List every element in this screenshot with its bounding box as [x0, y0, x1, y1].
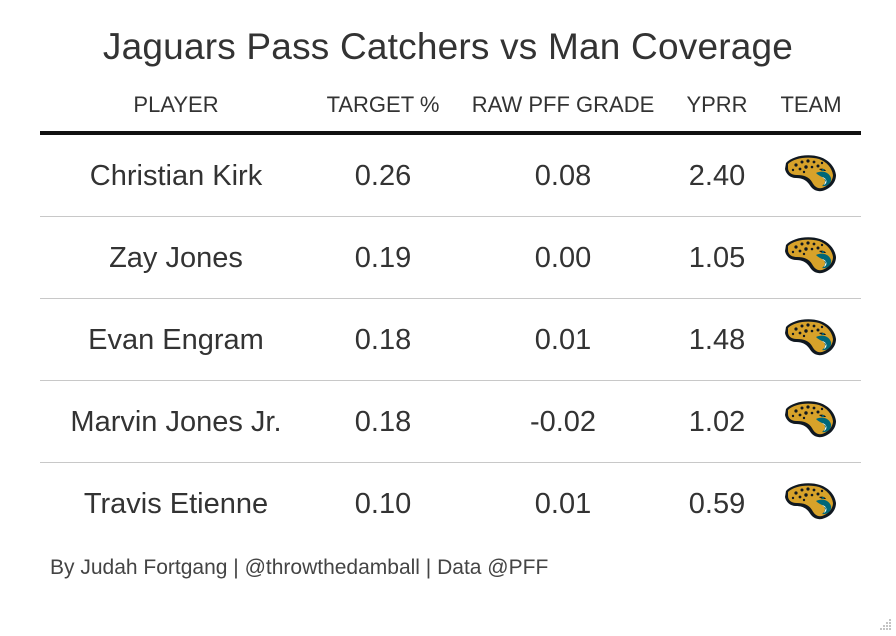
cell-yprr: 2.40 — [688, 160, 746, 192]
column-header-raw-pff-grade: RAW PFF GRADE — [471, 92, 655, 117]
row-divider — [40, 298, 861, 299]
jaguars-logo-icon — [782, 399, 838, 439]
cell-yprr: 0.59 — [688, 488, 746, 520]
row-divider — [40, 380, 861, 381]
cell-raw-pff-grade: 0.01 — [534, 324, 592, 356]
cell-raw-pff-grade: -0.02 — [529, 406, 597, 438]
cell-player: Zay Jones — [109, 242, 243, 274]
cell-yprr: 1.05 — [688, 242, 746, 274]
table-row: Christian Kirk 0.26 0.08 2.40 — [40, 135, 861, 217]
row-divider — [40, 216, 861, 217]
cell-target-pct: 0.19 — [354, 242, 412, 274]
cell-raw-pff-grade: 0.08 — [534, 160, 592, 192]
column-header-target-pct: TARGET % — [326, 92, 440, 117]
cell-target-pct: 0.18 — [354, 324, 412, 356]
cell-target-pct: 0.10 — [354, 488, 412, 520]
cell-target-pct: 0.18 — [354, 406, 412, 438]
cell-player: Evan Engram — [88, 324, 264, 356]
table-row: Marvin Jones Jr. 0.18 -0.02 1.02 — [40, 381, 861, 463]
column-header-yprr: YPRR — [686, 92, 748, 117]
jaguars-logo-icon — [782, 153, 838, 193]
jaguars-logo-icon — [782, 481, 838, 521]
table-row: Evan Engram 0.18 0.01 1.48 — [40, 299, 861, 381]
cell-raw-pff-grade: 0.01 — [534, 488, 592, 520]
column-header-player: PLAYER — [133, 92, 219, 117]
cell-target-pct: 0.26 — [354, 160, 412, 192]
cell-yprr: 1.02 — [688, 406, 746, 438]
column-header-team: TEAM — [780, 92, 842, 117]
cell-yprr: 1.48 — [688, 324, 746, 356]
resize-grip-icon — [880, 619, 891, 630]
row-divider — [40, 462, 861, 463]
jaguars-logo-icon — [782, 317, 838, 357]
table-row: Travis Etienne 0.10 0.01 0.59 — [40, 463, 861, 545]
cell-player: Marvin Jones Jr. — [70, 406, 282, 438]
table-title: Jaguars Pass Catchers vs Man Coverage — [102, 26, 794, 67]
cell-player: Christian Kirk — [89, 160, 263, 192]
header-rule — [40, 131, 861, 135]
table-row: Zay Jones 0.19 0.00 1.05 — [40, 217, 861, 299]
credits-footer: By Judah Fortgang | @throwthedamball | D… — [50, 556, 549, 579]
cell-player: Travis Etienne — [83, 488, 269, 520]
jaguars-logo-icon — [782, 235, 838, 275]
cell-raw-pff-grade: 0.00 — [534, 242, 592, 274]
